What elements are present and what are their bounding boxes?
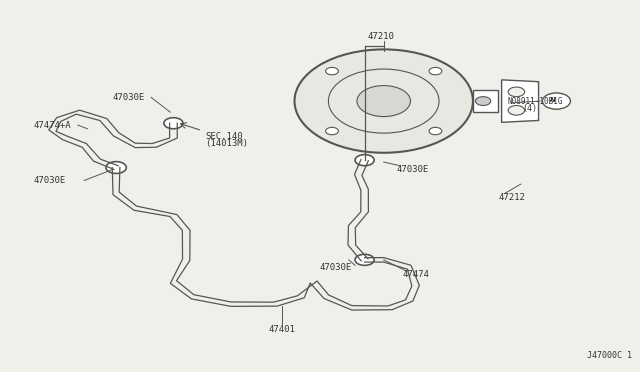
Text: N: N [550,97,556,103]
Circle shape [429,67,442,75]
Text: 47401: 47401 [268,326,295,334]
Text: 47030E: 47030E [320,263,352,272]
Text: 47212: 47212 [499,193,525,202]
Circle shape [357,86,410,116]
Circle shape [355,155,374,166]
Circle shape [326,67,339,75]
Text: 47474: 47474 [403,270,429,279]
Circle shape [355,254,374,265]
Circle shape [326,127,339,135]
Circle shape [508,106,525,115]
Circle shape [106,161,126,173]
Bar [473,90,499,112]
Text: (14013M): (14013M) [205,139,248,148]
Text: SEC.140: SEC.140 [205,132,243,141]
Circle shape [294,49,473,153]
Text: 47030E: 47030E [113,93,145,102]
Text: 47030E: 47030E [396,165,429,174]
Circle shape [429,127,442,135]
Text: 47210: 47210 [367,32,394,41]
Circle shape [164,118,183,129]
Text: (4): (4) [523,104,538,113]
Circle shape [508,87,525,97]
Text: 47030E: 47030E [33,176,65,185]
Polygon shape [502,80,539,122]
Circle shape [542,93,570,109]
Text: J47000C 1: J47000C 1 [588,350,632,359]
Text: N08911-10B1G: N08911-10B1G [508,97,563,106]
Circle shape [476,97,491,106]
Text: 47474+A: 47474+A [33,121,71,129]
